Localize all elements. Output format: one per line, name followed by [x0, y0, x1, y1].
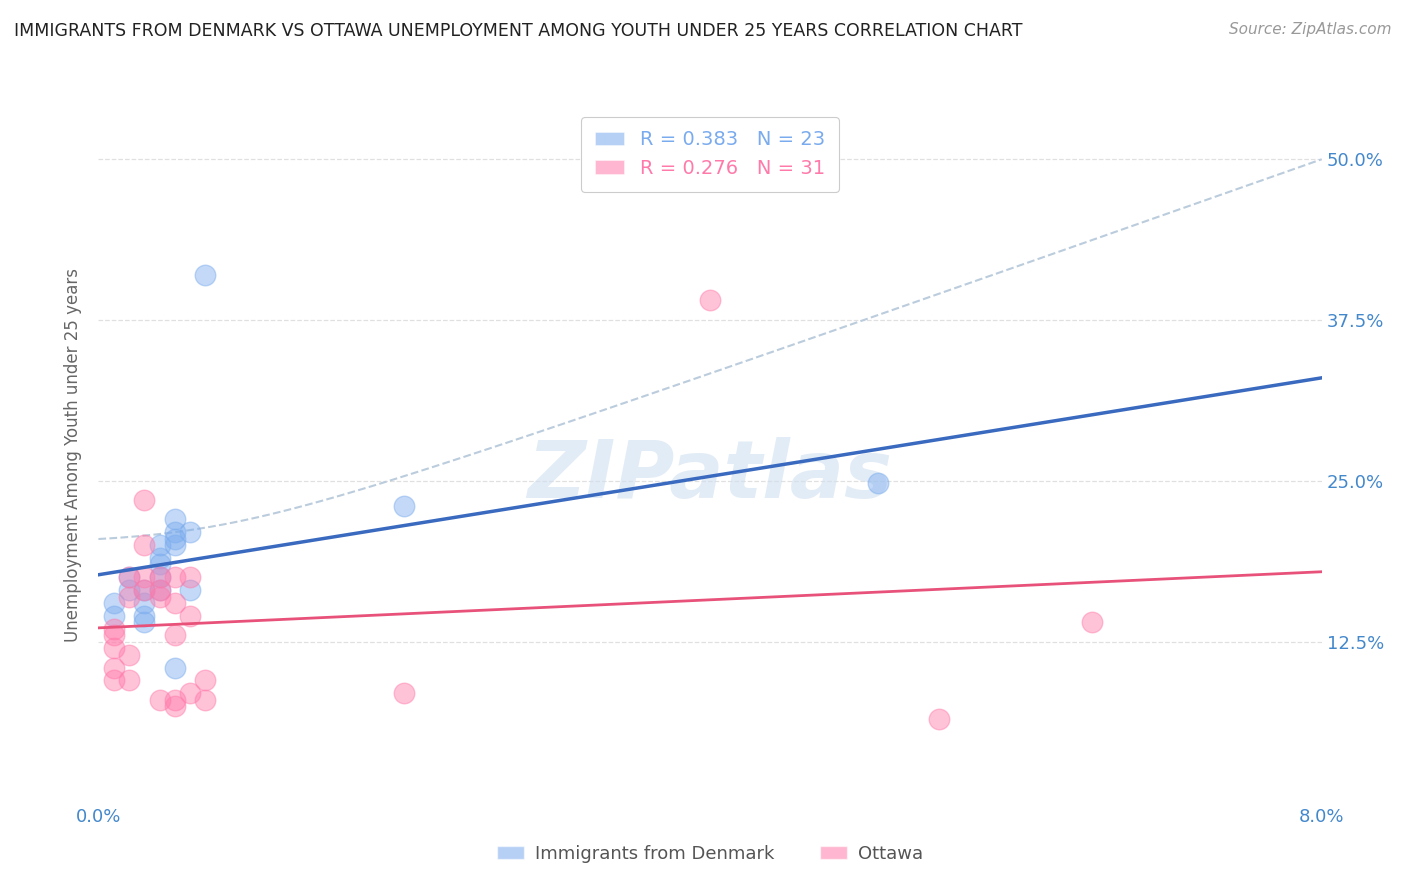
Point	[868, 476, 890, 491]
Point	[103, 609, 125, 624]
Point	[134, 583, 156, 598]
Point	[103, 622, 125, 636]
Point	[134, 570, 156, 584]
Point	[103, 628, 125, 642]
Point	[928, 712, 950, 726]
Point	[118, 673, 141, 688]
Point	[1081, 615, 1104, 630]
Point	[118, 590, 141, 604]
Point	[163, 538, 186, 552]
Point	[179, 686, 201, 700]
Point	[118, 570, 141, 584]
Point	[179, 525, 201, 540]
Point	[163, 699, 186, 714]
Point	[103, 673, 125, 688]
Point	[163, 525, 186, 540]
Point	[194, 692, 217, 706]
Point	[163, 570, 186, 584]
Point	[194, 673, 217, 688]
Point	[149, 590, 172, 604]
Text: ZIPatlas: ZIPatlas	[527, 437, 893, 515]
Point	[149, 692, 172, 706]
Point	[179, 570, 201, 584]
Point	[134, 615, 156, 630]
Point	[149, 570, 172, 584]
Point	[699, 293, 721, 308]
Text: Source: ZipAtlas.com: Source: ZipAtlas.com	[1229, 22, 1392, 37]
Point	[118, 583, 141, 598]
Point	[103, 660, 125, 674]
Text: IMMIGRANTS FROM DENMARK VS OTTAWA UNEMPLOYMENT AMONG YOUTH UNDER 25 YEARS CORREL: IMMIGRANTS FROM DENMARK VS OTTAWA UNEMPL…	[14, 22, 1022, 40]
Point	[163, 512, 186, 526]
Point	[163, 692, 186, 706]
Point	[149, 551, 172, 566]
Point	[149, 558, 172, 572]
Point	[134, 596, 156, 610]
Point	[392, 686, 416, 700]
Point	[179, 583, 201, 598]
Point	[194, 268, 217, 282]
Point	[134, 538, 156, 552]
Point	[163, 596, 186, 610]
Point	[103, 641, 125, 656]
Point	[134, 583, 156, 598]
Point	[163, 628, 186, 642]
Point	[392, 500, 416, 514]
Point	[163, 660, 186, 674]
Y-axis label: Unemployment Among Youth under 25 years: Unemployment Among Youth under 25 years	[65, 268, 83, 642]
Point	[149, 583, 172, 598]
Point	[149, 583, 172, 598]
Point	[134, 493, 156, 508]
Legend: Immigrants from Denmark, Ottawa: Immigrants from Denmark, Ottawa	[491, 838, 929, 871]
Point	[118, 648, 141, 662]
Point	[163, 532, 186, 546]
Point	[134, 609, 156, 624]
Point	[149, 570, 172, 584]
Point	[179, 609, 201, 624]
Point	[103, 596, 125, 610]
Point	[149, 538, 172, 552]
Point	[118, 570, 141, 584]
